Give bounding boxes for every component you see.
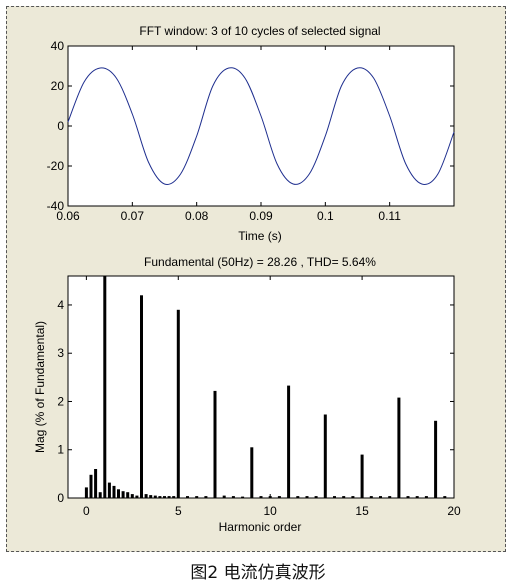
top-x-tick-label: 0.1 bbox=[317, 209, 334, 223]
bottom-x-tick-labels: 0 5 10 15 20 bbox=[83, 504, 461, 518]
harmonic-bar bbox=[406, 496, 410, 498]
bottom-y-tick-label: 2 bbox=[57, 394, 64, 408]
harmonic-bar bbox=[186, 496, 189, 498]
top-x-tick-label: 0.09 bbox=[249, 209, 273, 223]
bottom-plot-area bbox=[67, 275, 455, 499]
harmonic-bar bbox=[323, 414, 327, 498]
harmonic-bar bbox=[176, 309, 180, 498]
harmonic-bar bbox=[287, 385, 291, 498]
bottom-y-tick-label: 4 bbox=[57, 298, 64, 312]
harmonic-bar bbox=[360, 454, 364, 498]
harmonic-bar bbox=[130, 494, 134, 498]
top-axis-ticks bbox=[67, 45, 454, 207]
figure-svg: FFT window: 3 of 10 cycles of selected s… bbox=[33, 24, 461, 534]
harmonic-bar bbox=[149, 495, 153, 498]
top-chart-title: FFT window: 3 of 10 cycles of selected s… bbox=[139, 24, 380, 38]
bottom-y-tick-label: 0 bbox=[57, 491, 64, 505]
bottom-x-tick-label: 15 bbox=[355, 504, 369, 518]
harmonic-bar bbox=[369, 496, 373, 498]
bottom-x-tick-label: 0 bbox=[83, 504, 90, 518]
top-x-tick-label: 0.08 bbox=[185, 209, 209, 223]
top-y-tick-label: -20 bbox=[47, 159, 65, 173]
harmonic-bar bbox=[163, 496, 166, 498]
top-x-tick-label: 0.06 bbox=[56, 209, 80, 223]
bottom-y-tick-labels: 0 1 2 3 4 bbox=[57, 298, 64, 505]
harmonic-bar bbox=[379, 496, 382, 498]
harmonic-bar bbox=[107, 482, 111, 498]
harmonic-bar bbox=[241, 496, 245, 498]
harmonic-bar bbox=[167, 496, 171, 498]
harmonic-bar bbox=[140, 295, 143, 498]
harmonic-bar bbox=[424, 496, 428, 498]
top-x-tick-labels: 0.06 0.07 0.08 0.09 0.1 0.11 bbox=[56, 209, 401, 223]
top-y-tick-label: 40 bbox=[51, 39, 65, 53]
harmonic-bar bbox=[434, 420, 438, 498]
waveform-line bbox=[67, 67, 455, 185]
bottom-x-tick-label: 10 bbox=[264, 504, 278, 518]
harmonic-bar bbox=[397, 397, 401, 498]
harmonic-bar bbox=[117, 489, 120, 498]
harmonic-bar bbox=[333, 496, 336, 498]
harmonic-bar bbox=[153, 495, 157, 498]
harmonic-bar bbox=[112, 485, 116, 498]
top-y-tick-labels: 40 20 0 -20 -40 bbox=[47, 39, 65, 213]
harmonic-bar bbox=[351, 496, 355, 498]
bottom-y-tick-label: 1 bbox=[57, 443, 64, 457]
bottom-y-axis-label: Mag (% of Fundamental) bbox=[33, 321, 47, 453]
harmonic-bar bbox=[443, 496, 447, 498]
top-x-tick-label: 0.11 bbox=[378, 209, 401, 223]
harmonic-bar bbox=[121, 491, 125, 498]
top-plot-area bbox=[67, 45, 455, 207]
harmonic-bar bbox=[415, 496, 419, 498]
top-x-axis-label: Time (s) bbox=[238, 229, 282, 243]
bottom-axis-ticks bbox=[68, 276, 455, 499]
harmonic-bar bbox=[388, 496, 392, 498]
bottom-x-axis-label: Harmonic order bbox=[219, 520, 302, 534]
harmonic-bar bbox=[222, 495, 226, 498]
figure-caption: 图2 电流仿真波形 bbox=[190, 563, 326, 583]
harmonic-bar bbox=[250, 447, 254, 498]
harmonic-bar bbox=[213, 390, 217, 498]
harmonic-bar bbox=[89, 474, 93, 498]
bottom-x-tick-label: 5 bbox=[175, 504, 182, 518]
harmonic-bars bbox=[84, 276, 447, 498]
bottom-x-tick-label: 20 bbox=[447, 504, 461, 518]
harmonic-bar bbox=[305, 496, 309, 498]
top-x-tick-label: 0.07 bbox=[121, 209, 145, 223]
top-y-tick-label: 20 bbox=[51, 79, 65, 93]
harmonic-bar bbox=[277, 496, 281, 498]
harmonic-bar bbox=[103, 276, 107, 498]
top-y-tick-label: 0 bbox=[57, 119, 64, 133]
harmonic-bar bbox=[158, 496, 162, 498]
harmonic-bar bbox=[342, 496, 346, 498]
bottom-y-tick-label: 3 bbox=[57, 346, 64, 360]
harmonic-bar bbox=[231, 496, 235, 498]
harmonic-bar bbox=[94, 469, 98, 498]
harmonic-bar bbox=[172, 496, 176, 498]
harmonic-bar bbox=[135, 495, 139, 498]
harmonic-bar bbox=[204, 496, 208, 498]
harmonic-bar bbox=[84, 487, 88, 498]
harmonic-bar bbox=[314, 496, 318, 498]
bottom-chart-title: Fundamental (50Hz) = 28.26 , THD= 5.64% bbox=[144, 255, 376, 269]
harmonic-bar bbox=[296, 496, 300, 498]
harmonic-bar bbox=[195, 496, 199, 498]
top-y-tick-label: -40 bbox=[47, 199, 65, 213]
harmonic-bar bbox=[259, 496, 263, 498]
harmonic-bar bbox=[98, 492, 102, 498]
harmonic-bar bbox=[144, 494, 148, 498]
harmonic-bar bbox=[126, 492, 130, 498]
